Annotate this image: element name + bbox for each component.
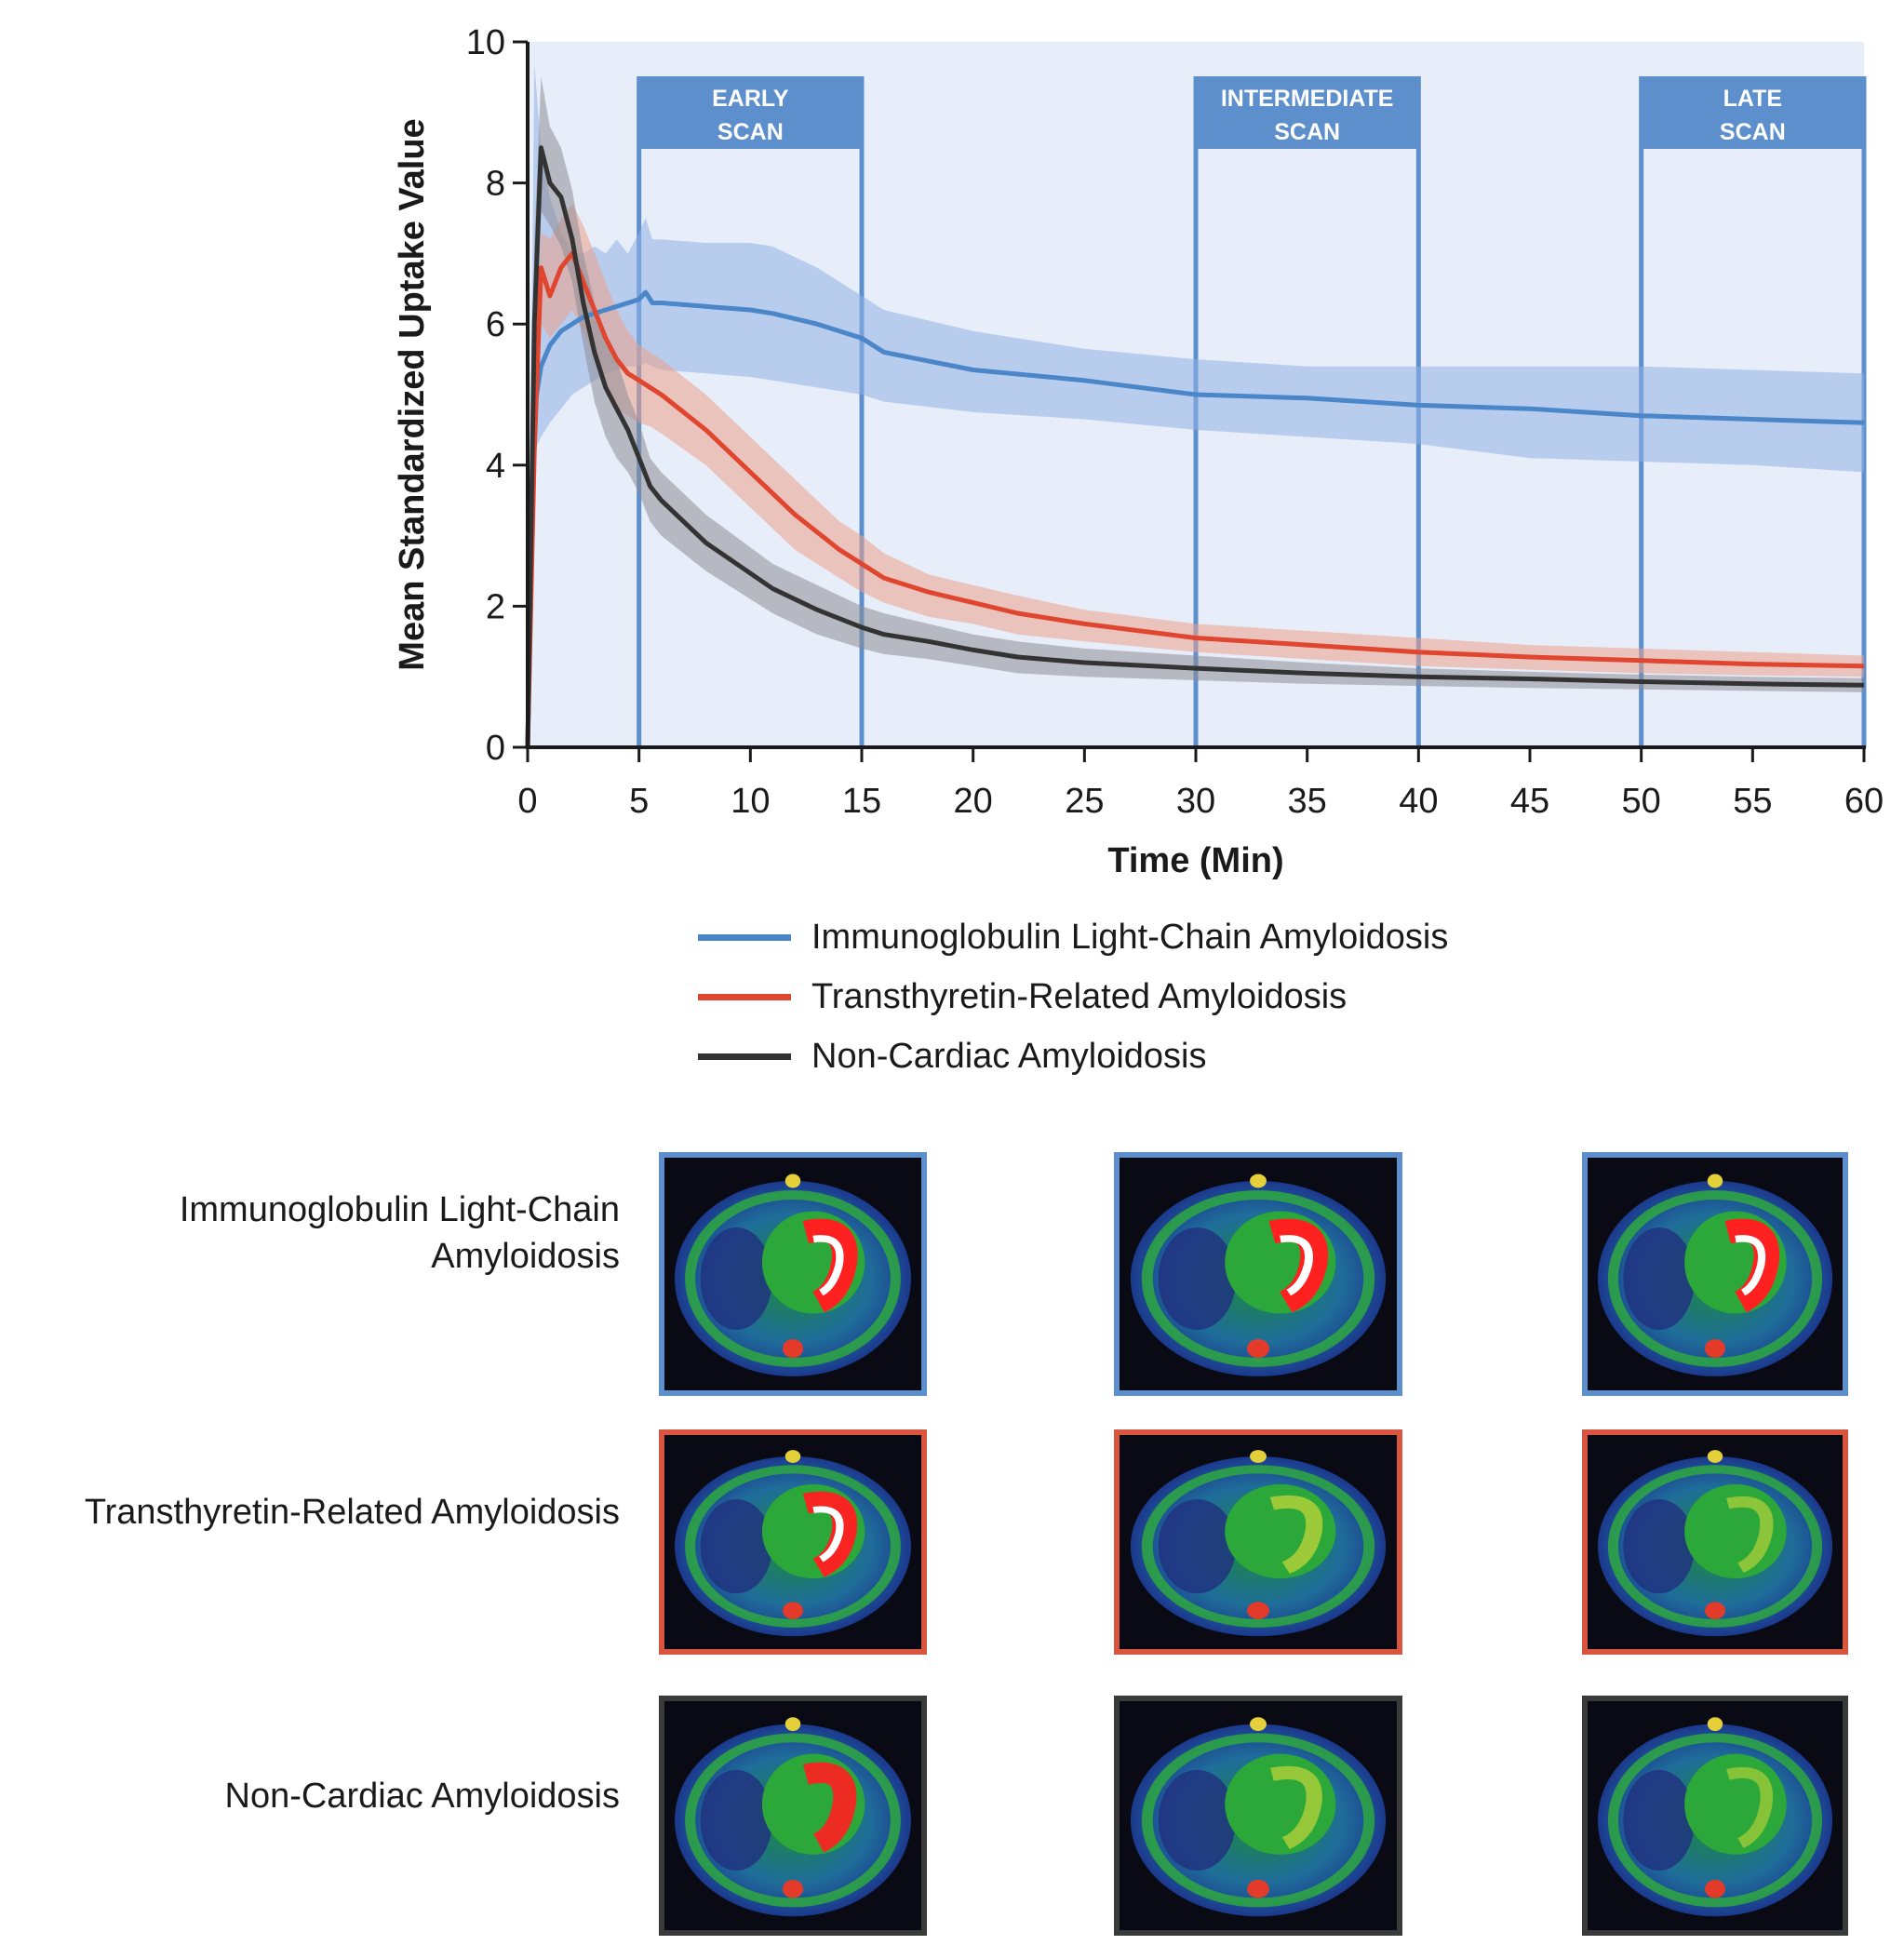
scan-image-row3-early [659, 1696, 927, 1936]
series-band-2 [528, 76, 1864, 747]
row-label-al: Immunoglobulin Light-Chain Amyloidosis [0, 1187, 620, 1280]
scan-image-row3-late [1582, 1696, 1848, 1936]
series-band-0 [528, 62, 1864, 747]
scan-window-label-2-line2: SCAN [1720, 119, 1786, 145]
scan-image-row2-intermediate [1114, 1429, 1402, 1655]
x-tick-label-0: 0 [517, 782, 537, 821]
x-tick-label-6: 30 [1176, 782, 1215, 821]
legend: Immunoglobulin Light-Chain Amyloidosis T… [698, 907, 1448, 1086]
scan-window-label-1-line2: SCAN [1274, 119, 1340, 145]
series-line-0 [525, 289, 1865, 748]
x-tick-label-8: 40 [1399, 782, 1438, 821]
x-tick-label-12: 60 [1844, 782, 1884, 821]
series-line-2 [525, 145, 1865, 748]
row-label-attr: Transthyretin-Related Amyloidosis [0, 1489, 620, 1536]
scan-image-row2-late [1582, 1429, 1848, 1655]
x-tick-label-5: 25 [1065, 782, 1104, 821]
scan-window-header-1 [1196, 76, 1419, 149]
scan-window-header-2 [1641, 76, 1864, 149]
y-axis-title: Mean Standardized Uptake Value [393, 118, 432, 670]
legend-label-attr: Transthyretin-Related Amyloidosis [811, 976, 1348, 1016]
legend-swatch-al [698, 933, 791, 941]
y-tick-label-3: 6 [486, 305, 505, 344]
row-label-attr-line1: Transthyretin-Related Amyloidosis [84, 1493, 620, 1532]
x-tick-label-10: 50 [1622, 782, 1661, 821]
y-tick-label-2: 4 [486, 447, 505, 486]
x-tick-label-1: 5 [629, 782, 649, 821]
legend-swatch-attr [698, 993, 791, 1000]
scan-window-label-0-line1: EARLY [712, 86, 789, 112]
legend-swatch-noncardiac [698, 1053, 791, 1060]
scan-window-label-2-line1: LATE [1723, 86, 1782, 112]
scan-window-header-0 [638, 76, 862, 149]
scan-image-row1-early [659, 1152, 927, 1396]
legend-label-noncardiac: Non-Cardiac Amyloidosis [811, 1036, 1207, 1076]
series-line-1 [525, 250, 1865, 748]
row-label-noncardiac: Non-Cardiac Amyloidosis [0, 1773, 621, 1819]
x-tick-label-9: 45 [1510, 782, 1549, 821]
legend-item-noncardiac: Non-Cardiac Amyloidosis [698, 1026, 1448, 1086]
y-tick-label-0: 0 [486, 729, 505, 768]
scan-image-row1-late [1582, 1152, 1848, 1396]
y-tick-label-5: 10 [466, 23, 505, 62]
row-label-al-line1: Immunoglobulin Light-Chain [179, 1190, 620, 1229]
uptake-chart: EARLY SCAN INTERMEDIATE SCAN LATE SCAN 0 2 4 6 8 10… [393, 23, 1884, 880]
scan-image-row1-intermediate [1114, 1152, 1402, 1396]
legend-item-al: Immunoglobulin Light-Chain Amyloidosis [698, 907, 1448, 967]
x-tick-label-11: 55 [1733, 782, 1772, 821]
scan-window-label-0-line2: SCAN [717, 119, 784, 145]
scan-image-row3-intermediate [1114, 1696, 1402, 1936]
row-label-noncardiac-line1: Non-Cardiac Amyloidosis [224, 1777, 621, 1816]
x-tick-label-7: 35 [1288, 782, 1327, 821]
y-tick-label-4: 8 [486, 165, 505, 204]
x-tick-label-2: 10 [731, 782, 770, 821]
scan-image-row2-early [659, 1429, 927, 1655]
y-tick-label-1: 2 [486, 587, 505, 626]
legend-label-al: Immunoglobulin Light-Chain Amyloidosis [811, 917, 1449, 957]
legend-item-attr: Transthyretin-Related Amyloidosis [698, 967, 1448, 1026]
scan-window-label-1-line1: INTERMEDIATE [1221, 86, 1394, 112]
x-tick-label-3: 15 [842, 782, 881, 821]
row-label-al-line2: Amyloidosis [431, 1237, 620, 1276]
x-axis-title: Time (Min) [1107, 841, 1283, 880]
x-tick-label-4: 20 [954, 782, 993, 821]
